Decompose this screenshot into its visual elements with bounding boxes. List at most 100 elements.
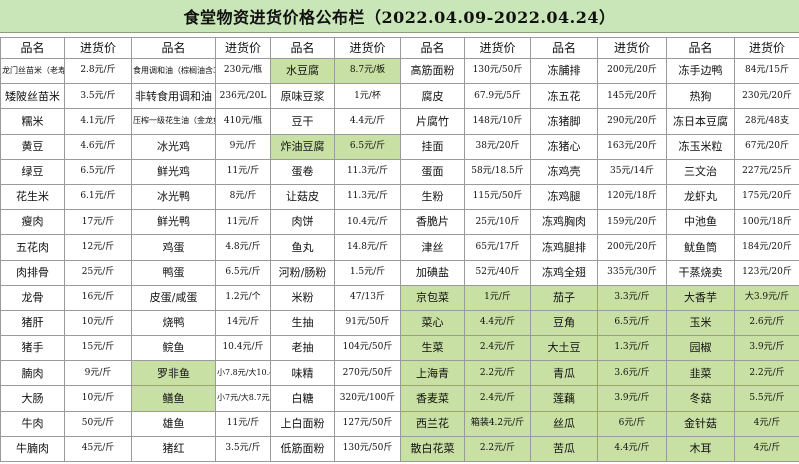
item-name-cell: 矮陂丝苗米 (0, 83, 65, 110)
item-name-cell: 猪手 (0, 335, 65, 362)
item-price-cell: 159元/20斤 (597, 209, 667, 236)
item-name-cell: 香麦菜 (400, 385, 465, 412)
item-price-cell: 14元/斤 (215, 309, 271, 337)
item-price-cell: 104元/50斤 (334, 335, 401, 362)
item-name-cell: 中池鱼 (666, 209, 735, 236)
item-price-cell: 270元/50斤 (334, 360, 401, 387)
item-name-cell: 河粉/肠粉 (270, 259, 335, 286)
item-price-cell: 52元/40斤 (464, 259, 531, 286)
item-price-cell: 290元/20斤 (597, 108, 667, 135)
item-name-cell: 绿豆 (0, 158, 65, 185)
item-price-cell: 11.3元/斤 (334, 183, 401, 211)
item-price-cell: 410元/瓶 (215, 108, 271, 135)
item-name-cell: 冻日本豆腐 (666, 108, 735, 135)
item-name-cell: 生菜 (400, 335, 465, 362)
item-name-cell: 腐皮 (400, 83, 465, 110)
item-name-cell: 冻脯排 (530, 57, 598, 85)
item-price-cell: 9元/斤 (64, 360, 132, 387)
item-price-cell: 4元/斤 (734, 410, 799, 437)
table-row: 猪肝 10元/斤 烧鸭 14元/斤 生抽 91元/50斤 菜心 4.4元/斤 豆角 6.5元/斤玉… (0, 309, 799, 337)
item-price-cell: 2.2元/斤 (464, 360, 531, 387)
item-price-cell: 6.5元/斤 (597, 309, 667, 337)
item-name-cell: 园椒 (666, 335, 735, 362)
page-title: 食堂物资进货价格公布栏（2022.04.09-2022.04.24） (0, 0, 799, 33)
item-name-cell: 压榨一级花生油（金龙鱼） (131, 108, 216, 135)
item-name-cell: 鸡蛋 (131, 234, 216, 261)
item-price-cell: 11元/斤 (215, 410, 271, 437)
item-price-cell: 2.2元/斤 (464, 435, 531, 463)
item-price-cell: 115元/50斤 (464, 183, 531, 211)
column-header-name: 品名 (270, 37, 335, 59)
item-price-cell: 227元/25斤 (734, 158, 799, 185)
item-name-cell: 烧鸭 (131, 309, 216, 337)
item-name-cell: 上海青 (400, 360, 465, 387)
item-price-cell: 9元/斤 (215, 133, 271, 160)
item-name-cell: 肉排骨 (0, 259, 65, 286)
item-name-cell: 让菇皮 (270, 183, 335, 211)
item-price-cell: 11.3元/斤 (334, 158, 401, 185)
item-price-cell: 320元/100斤 (334, 385, 401, 412)
item-name-cell: 冻鸡全翅 (530, 259, 598, 286)
item-price-cell: 17元/斤 (64, 209, 132, 236)
item-name-cell: 莲藕 (530, 385, 598, 412)
item-name-cell: 冻鸡胸肉 (530, 209, 598, 236)
item-price-cell: 335元/30斤 (597, 259, 667, 286)
item-price-cell: 3.9元/斤 (597, 385, 667, 412)
item-name-cell: 白糖 (270, 385, 335, 412)
column-header-name: 品名 (131, 37, 216, 59)
item-name-cell: 龙虾丸 (666, 183, 735, 211)
item-name-cell: 牛肉 (0, 410, 65, 437)
item-price-cell: 236元/20L (215, 83, 271, 110)
item-price-cell: 1.5元/斤 (334, 259, 401, 286)
item-price-cell: 3.3元/斤 (597, 284, 667, 311)
item-price-cell: 6元/斤 (597, 410, 667, 437)
table-row: 大肠10元/斤鳝鱼小7元/大8.7元/斤白糖320元/100斤香麦菜2.4元/斤… (0, 385, 799, 412)
item-name-cell: 京包菜 (400, 284, 465, 311)
item-price-cell: 11元/斤 (215, 158, 271, 185)
item-price-cell: 4元/斤 (734, 435, 799, 463)
item-name-cell: 木耳 (666, 435, 735, 463)
item-name-cell: 米粉 (270, 284, 335, 311)
item-price-cell: 67.9元/5斤 (464, 83, 531, 110)
item-price-cell: 16元/斤 (64, 284, 132, 311)
column-header-price: 进货价 (64, 37, 132, 59)
item-price-cell: 10元/斤 (64, 309, 132, 337)
item-price-cell: 230元/20斤 (734, 83, 799, 110)
item-price-cell: 3.6元/斤 (597, 360, 667, 387)
item-name-cell: 鱿鱼筒 (666, 234, 735, 261)
item-price-cell: 6.5元/斤 (215, 259, 271, 286)
item-price-cell: 12元/斤 (64, 234, 132, 261)
item-name-cell: 丝瓜 (530, 410, 598, 437)
item-name-cell: 大香芋 (666, 284, 735, 311)
item-name-cell: 冻猪心 (530, 133, 598, 160)
column-header-price: 进货价 (597, 37, 667, 59)
item-price-cell: 小7元/大8.7元/斤 (215, 385, 271, 412)
item-price-cell: 100元/18斤 (734, 209, 799, 236)
item-name-cell: 挂面 (400, 133, 465, 160)
item-name-cell: 鲜光鸡 (131, 158, 216, 185)
item-name-cell: 冻鸡壳 (530, 158, 598, 185)
item-price-cell: 67元/20斤 (734, 133, 799, 160)
item-name-cell: 鲩鱼 (131, 335, 216, 362)
item-name-cell: 味精 (270, 360, 335, 387)
item-name-cell: 茄子 (530, 284, 598, 311)
item-name-cell: 肉饼 (270, 209, 335, 236)
item-price-cell: 148元/10斤 (464, 108, 531, 135)
item-name-cell: 热狗 (666, 83, 735, 110)
item-name-cell: 蛋卷 (270, 158, 335, 185)
item-name-cell: 非转食用调和油 (131, 83, 216, 110)
item-name-cell: 蛋面 (400, 158, 465, 185)
item-name-cell: 鱼丸 (270, 234, 335, 261)
table-row: 矮陂丝苗米 3.5元/斤 非转食用调和油 236元/20L 原味豆浆 1元/杯 腐皮 67.9… (0, 83, 799, 110)
item-name-cell: 三文治 (666, 158, 735, 185)
item-name-cell: 鸭蛋 (131, 259, 216, 286)
column-header-price: 进货价 (734, 37, 799, 59)
item-price-cell: 10元/斤 (64, 385, 132, 412)
item-price-cell: 15元/斤 (64, 335, 132, 362)
item-name-cell: 苦瓜 (530, 435, 598, 463)
item-name-cell: 高筋面粉 (400, 57, 465, 85)
item-price-cell: 200元/20斤 (597, 234, 667, 261)
item-price-cell: 3.5元/斤 (64, 83, 132, 110)
item-name-cell: 冰光鸭 (131, 183, 216, 211)
